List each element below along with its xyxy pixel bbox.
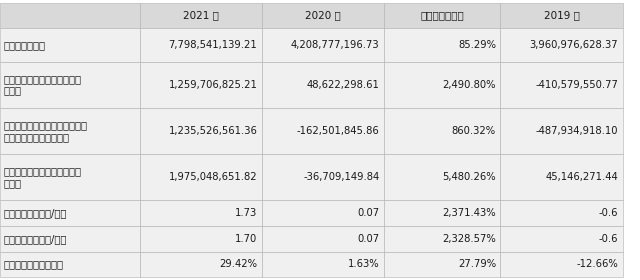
Bar	[384, 62, 500, 108]
Bar	[262, 251, 384, 277]
Bar	[500, 29, 623, 62]
Text: 1,259,706,825.21: 1,259,706,825.21	[168, 80, 257, 90]
Bar	[140, 251, 262, 277]
Bar	[384, 108, 500, 154]
Bar	[262, 62, 384, 108]
Text: 3,960,976,628.37: 3,960,976,628.37	[530, 40, 618, 50]
Text: -487,934,918.10: -487,934,918.10	[536, 126, 618, 136]
Text: 本年比上年增减: 本年比上年增减	[420, 11, 464, 21]
Text: 5,480.26%: 5,480.26%	[442, 172, 496, 182]
Bar	[384, 200, 500, 226]
Bar	[384, 3, 500, 29]
Text: -0.6: -0.6	[599, 208, 618, 218]
Text: 1.63%: 1.63%	[348, 259, 380, 269]
Bar	[262, 154, 384, 200]
Bar	[140, 200, 262, 226]
Bar	[500, 154, 623, 200]
Text: 1,975,048,651.82: 1,975,048,651.82	[169, 172, 257, 182]
Text: 85.29%: 85.29%	[458, 40, 496, 50]
Bar	[500, 226, 623, 251]
Text: 基本每股收益（元/股）: 基本每股收益（元/股）	[4, 208, 67, 218]
Bar	[140, 226, 262, 251]
Text: 4,208,777,196.73: 4,208,777,196.73	[291, 40, 380, 50]
Text: 稀释每股收益（元/股）: 稀释每股收益（元/股）	[4, 234, 67, 244]
Text: 2,490.80%: 2,490.80%	[442, 80, 496, 90]
Bar	[140, 62, 262, 108]
Text: 2021 年: 2021 年	[182, 11, 219, 21]
Text: -12.66%: -12.66%	[577, 259, 618, 269]
Bar	[384, 226, 500, 251]
Text: 经营活动产生的现金流量净额
（元）: 经营活动产生的现金流量净额 （元）	[4, 166, 82, 188]
Text: 1.73: 1.73	[235, 208, 257, 218]
Text: 2,328.57%: 2,328.57%	[442, 234, 496, 244]
Bar	[384, 154, 500, 200]
Text: 归属于上市公司股东的扣除非经
常性损益的净利润（元）: 归属于上市公司股东的扣除非经 常性损益的净利润（元）	[4, 120, 88, 142]
Bar	[500, 251, 623, 277]
Text: 2019 年: 2019 年	[543, 11, 580, 21]
Bar	[0, 251, 140, 277]
Text: 45,146,271.44: 45,146,271.44	[545, 172, 618, 182]
Bar	[0, 62, 140, 108]
Bar	[0, 200, 140, 226]
Bar	[500, 108, 623, 154]
Text: 营业收入（元）: 营业收入（元）	[4, 40, 46, 50]
Bar	[0, 29, 140, 62]
Bar	[0, 3, 140, 29]
Bar	[500, 3, 623, 29]
Text: 加权平均净资产收益率: 加权平均净资产收益率	[4, 259, 64, 269]
Text: 860.32%: 860.32%	[452, 126, 496, 136]
Bar	[140, 29, 262, 62]
Text: 27.79%: 27.79%	[458, 259, 496, 269]
Bar	[140, 154, 262, 200]
Text: 2,371.43%: 2,371.43%	[442, 208, 496, 218]
Text: 29.42%: 29.42%	[220, 259, 257, 269]
Text: -162,501,845.86: -162,501,845.86	[297, 126, 380, 136]
Bar	[384, 251, 500, 277]
Bar	[262, 200, 384, 226]
Text: -36,709,149.84: -36,709,149.84	[303, 172, 380, 182]
Text: 1.70: 1.70	[235, 234, 257, 244]
Bar	[500, 62, 623, 108]
Bar	[0, 226, 140, 251]
Bar	[0, 154, 140, 200]
Text: 归属于上市公司股东的净利润
（元）: 归属于上市公司股东的净利润 （元）	[4, 74, 82, 96]
Bar	[262, 29, 384, 62]
Bar	[262, 3, 384, 29]
Text: -410,579,550.77: -410,579,550.77	[536, 80, 618, 90]
Text: 0.07: 0.07	[357, 234, 380, 244]
Text: 2020 年: 2020 年	[305, 11, 340, 21]
Text: 0.07: 0.07	[357, 208, 380, 218]
Bar	[140, 108, 262, 154]
Bar	[500, 200, 623, 226]
Bar	[262, 108, 384, 154]
Text: 7,798,541,139.21: 7,798,541,139.21	[168, 40, 257, 50]
Bar	[384, 29, 500, 62]
Text: 48,622,298.61: 48,622,298.61	[307, 80, 380, 90]
Bar	[0, 108, 140, 154]
Text: -0.6: -0.6	[599, 234, 618, 244]
Bar	[140, 3, 262, 29]
Text: 1,235,526,561.36: 1,235,526,561.36	[168, 126, 257, 136]
Bar	[262, 226, 384, 251]
